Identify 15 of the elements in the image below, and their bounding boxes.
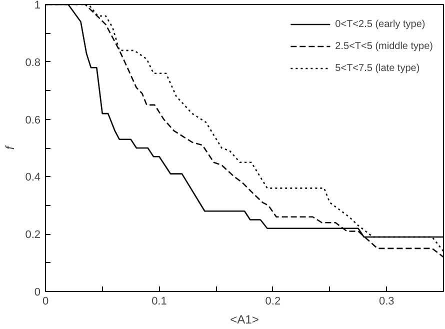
y-tick-label: 0.8 bbox=[25, 56, 41, 69]
y-tick-label: 1 bbox=[34, 0, 41, 12]
y-tick-label: 0 bbox=[34, 286, 41, 298]
x-tick-label: 0.2 bbox=[265, 296, 281, 308]
y-tick-label: 0.2 bbox=[25, 229, 41, 242]
y-tick-label: 0.6 bbox=[25, 114, 41, 126]
legend-label: 0<T<2.5 (early type) bbox=[335, 18, 426, 30]
x-axis-title: <A1> bbox=[230, 312, 259, 326]
y-axis-title: f bbox=[3, 144, 18, 150]
x-tick-label: 0.3 bbox=[378, 296, 394, 308]
y-tick-label: 0.4 bbox=[25, 172, 41, 184]
legend-label: 2.5<T<5 (middle type) bbox=[335, 40, 433, 52]
x-tick-label: 0 bbox=[42, 296, 49, 308]
legend-label: 5<T<7.5 (late type) bbox=[335, 62, 420, 74]
x-tick-label: 0.1 bbox=[152, 296, 167, 308]
